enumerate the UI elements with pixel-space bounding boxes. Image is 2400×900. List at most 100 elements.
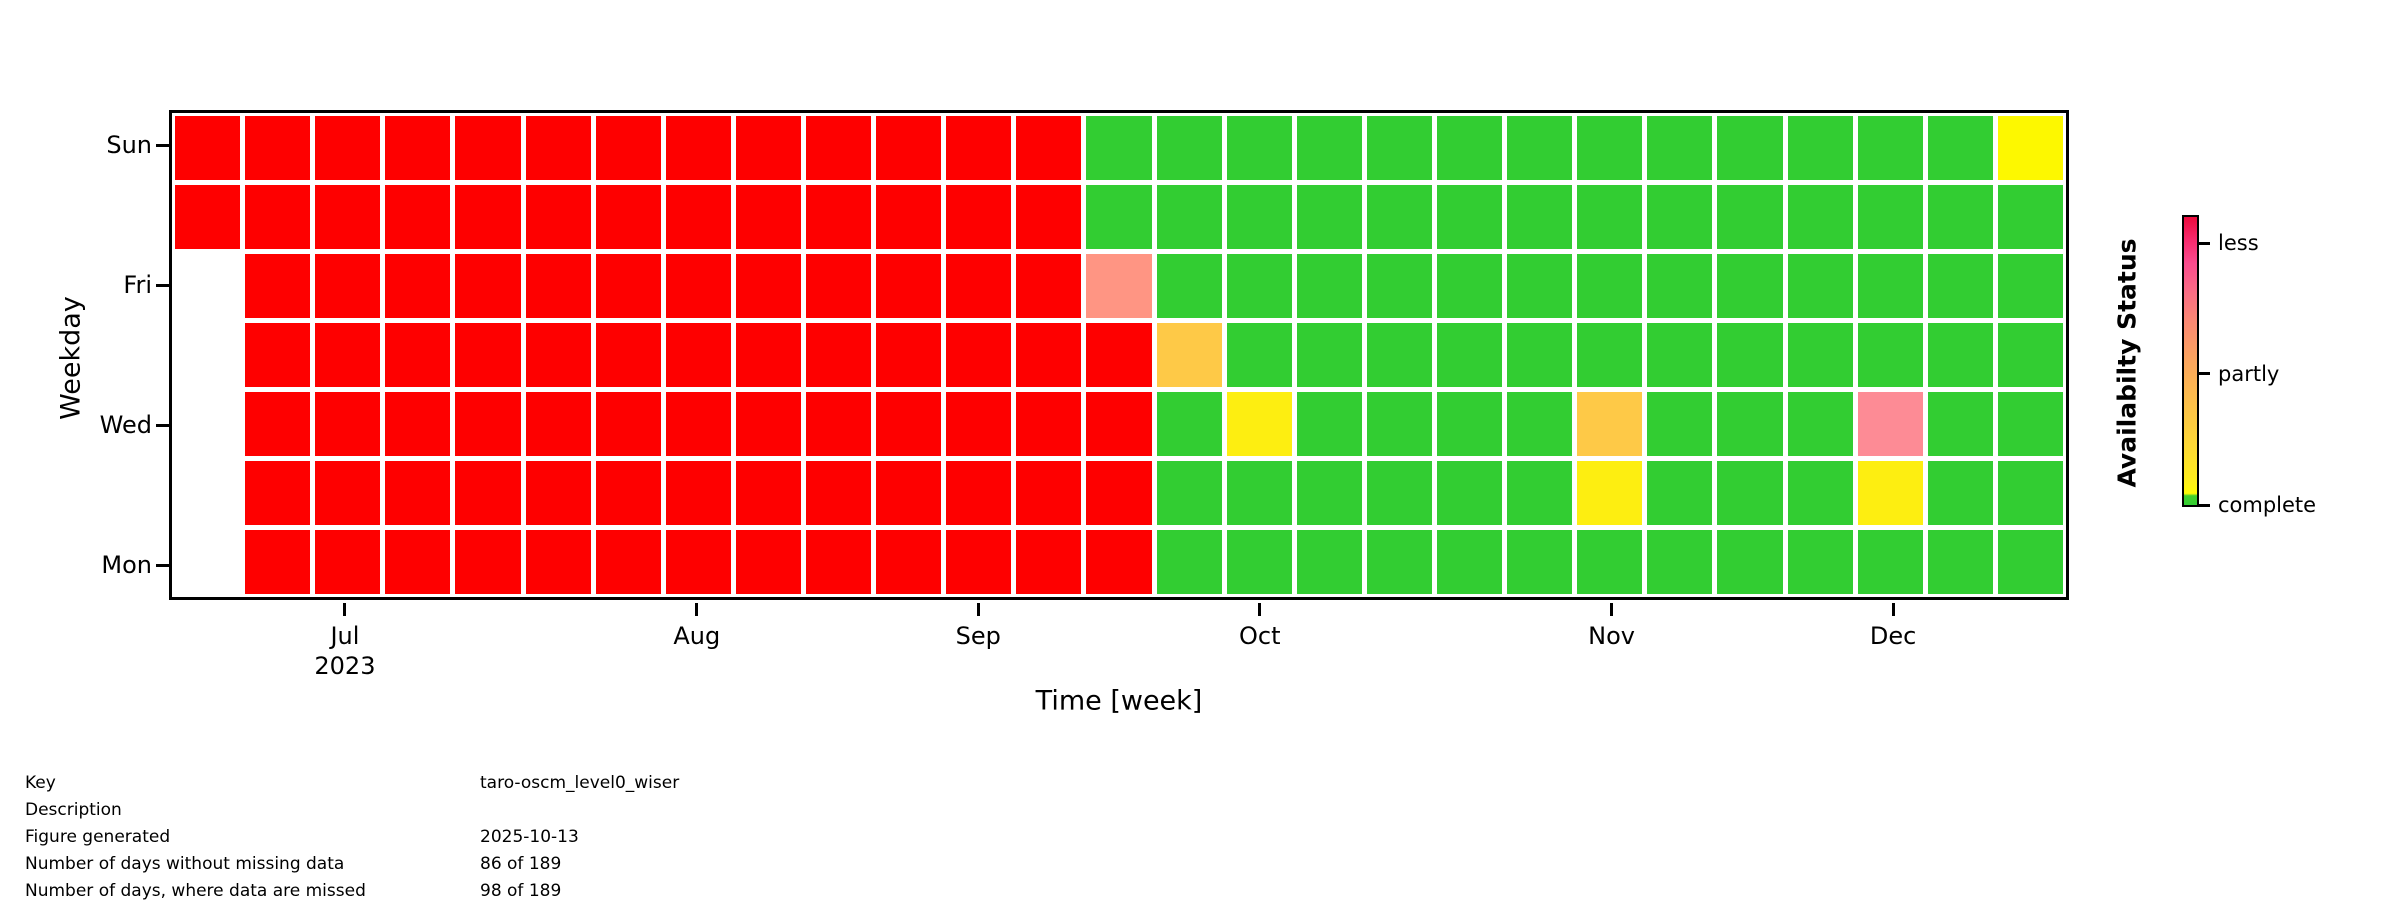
heatmap-cell: [1366, 461, 1432, 525]
heatmap-cell: [525, 185, 591, 249]
heatmap-cell: [1857, 185, 1923, 249]
heatmap-cell: [245, 392, 311, 456]
heatmap-cell: [1366, 185, 1432, 249]
heatmap-cell: [1787, 323, 1853, 387]
heatmap-cell: [315, 254, 381, 318]
heatmap-cell: [1927, 185, 1993, 249]
heatmap-cell: [595, 530, 661, 594]
heatmap-cell: [876, 185, 942, 249]
heatmap-cell: [1927, 254, 1993, 318]
heatmap-cell: [595, 185, 661, 249]
heatmap-cell: [315, 116, 381, 180]
heatmap-cell: [1927, 116, 1993, 180]
heatmap-cell: [1647, 116, 1713, 180]
heatmap-cell: [315, 185, 381, 249]
heatmap-cell: [735, 461, 801, 525]
colorbar-tick-mark: [2199, 503, 2210, 507]
heatmap-cell: [1647, 185, 1713, 249]
heatmap-cell: [1156, 254, 1222, 318]
heatmap-cell: [175, 116, 241, 180]
heatmap-cell: [175, 323, 240, 387]
heatmap-cell: [1156, 116, 1222, 180]
heatmap-cell: [1226, 185, 1292, 249]
heatmap-cell: [1507, 254, 1573, 318]
heatmap-cell: [1997, 116, 2063, 180]
heatmap-cell: [946, 323, 1012, 387]
heatmap-cell: [1156, 323, 1222, 387]
heatmap-cell: [1927, 392, 1993, 456]
heatmap-cell: [1927, 461, 1993, 525]
heatmap-cell: [1857, 461, 1923, 525]
heatmap-cell: [1997, 530, 2063, 594]
heatmap-cell: [595, 392, 661, 456]
heatmap-cell: [1927, 323, 1993, 387]
metadata-value: taro-oscm_level0_wiser: [480, 773, 680, 793]
heatmap-cell: [1366, 254, 1432, 318]
metadata-row: Number of days without missing data 86 of…: [25, 851, 679, 878]
heatmap-cell: [1086, 323, 1152, 387]
heatmap-cell: [1787, 254, 1853, 318]
heatmap-cell: [1507, 185, 1573, 249]
metadata-row: Description: [25, 797, 679, 824]
heatmap-cell: [665, 392, 731, 456]
heatmap-cell: [245, 185, 311, 249]
heatmap-cell: [876, 461, 942, 525]
heatmap-cell: [1927, 530, 1993, 594]
x-tick-year-sublabel: 2023: [314, 652, 376, 680]
heatmap-cell: [1156, 530, 1222, 594]
colorbar-tick-mark: [2199, 372, 2210, 376]
heatmap-cell: [1366, 392, 1432, 456]
heatmap-cell: [1997, 392, 2063, 456]
heatmap-cell: [595, 461, 661, 525]
heatmap-cell: [1437, 323, 1503, 387]
heatmap-cell: [665, 323, 731, 387]
heatmap-cell: [455, 116, 521, 180]
heatmap-cell: [946, 116, 1012, 180]
heatmap-cell: [1577, 392, 1643, 456]
x-tick-mark: [1258, 603, 1262, 616]
heatmap-cell: [1016, 116, 1082, 180]
heatmap-cell: [1226, 530, 1292, 594]
metadata-value: 98 of 189: [480, 881, 562, 900]
x-tick-label: Oct: [1238, 622, 1281, 650]
heatmap-cell: [385, 185, 451, 249]
heatmap-cell: [1857, 530, 1923, 594]
heatmap-cell: [315, 323, 381, 387]
heatmap-cell: [315, 392, 381, 456]
heatmap-cell: [1156, 185, 1222, 249]
heatmap-cell: [1016, 254, 1082, 318]
heatmap-cell: [1577, 116, 1643, 180]
heatmap-cell: [1366, 116, 1432, 180]
heatmap-cell: [1156, 392, 1222, 456]
heatmap-cell: [735, 185, 801, 249]
heatmap-cell: [1717, 185, 1783, 249]
heatmap-cell: [1226, 116, 1292, 180]
heatmap-cell: [1717, 530, 1783, 594]
metadata-label: Number of days, where data are missed: [25, 881, 366, 900]
heatmap-cell: [1016, 323, 1082, 387]
heatmap-cell: [315, 461, 381, 525]
heatmap-cell: [1086, 185, 1152, 249]
heatmap-cell: [946, 254, 1012, 318]
heatmap-cell: [175, 461, 240, 525]
heatmap-cell: [385, 530, 451, 594]
heatmap-cell: [1647, 254, 1713, 318]
x-tick-mark: [343, 603, 347, 616]
colorbar-title: Availabilty Status: [2112, 238, 2142, 488]
metadata-label: Description: [25, 800, 122, 820]
x-tick-mark: [1891, 603, 1895, 616]
heatmap-cell: [525, 116, 591, 180]
x-axis-title: Time [week]: [1035, 685, 1203, 717]
heatmap-cell: [735, 392, 801, 456]
heatmap-cell: [1226, 254, 1292, 318]
heatmap-cell: [1647, 461, 1713, 525]
heatmap-cell: [245, 116, 311, 180]
heatmap-cell: [1857, 323, 1923, 387]
heatmap-cell: [245, 254, 311, 318]
heatmap-cell: [385, 323, 451, 387]
heatmap-cell: [1156, 461, 1222, 525]
y-tick-mark: [156, 423, 169, 427]
heatmap-cell: [455, 392, 521, 456]
heatmap-cell: [1437, 185, 1503, 249]
